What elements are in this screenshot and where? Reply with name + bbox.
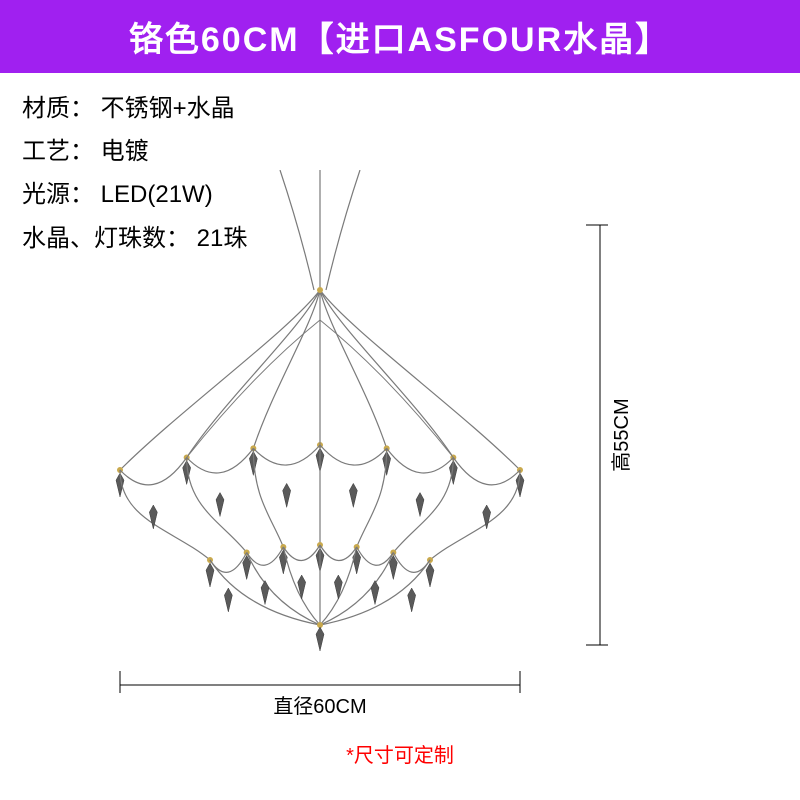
product-title-banner: 铬色60CM【进口ASFOUR水晶】 [0,0,800,73]
footnote-customizable: *尺寸可定制 [0,739,800,768]
svg-text:直径60CM: 直径60CM [273,695,366,718]
spec-label: 材质： [22,95,94,122]
svg-text:高55CM: 高55CM [610,398,633,471]
spec-label: 工艺： [22,138,94,165]
spec-value: 不锈钢+水晶 [101,95,235,122]
chandelier-diagram: 高55CM 直径60CM [0,170,800,730]
product-title: 铬色60CM【进口ASFOUR水晶】 [129,21,671,59]
footnote-text: *尺寸可定制 [346,745,454,767]
spec-value: 电镀 [101,138,149,165]
spec-row-process: 工艺： 电镀 [22,130,778,173]
spec-row-material: 材质： 不锈钢+水晶 [22,87,778,130]
